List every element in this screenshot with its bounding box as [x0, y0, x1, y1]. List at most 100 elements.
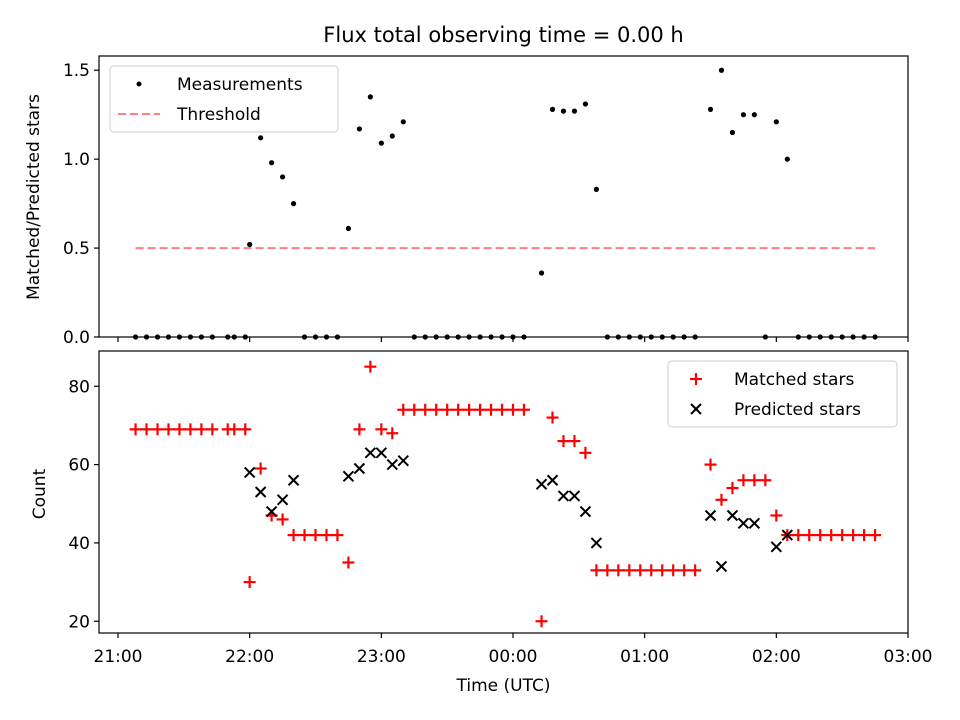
predicted-star-point	[748, 517, 761, 530]
matched-star-point	[678, 564, 691, 577]
matched-star-point	[397, 403, 410, 416]
top-series	[132, 67, 878, 340]
measurement-point	[817, 334, 823, 340]
measurement-point	[670, 334, 676, 340]
measurement-point	[389, 133, 395, 139]
measurement-point	[828, 334, 834, 340]
measurement-point	[247, 241, 253, 248]
measurement-point	[718, 67, 725, 73]
matched-star-point	[579, 446, 592, 459]
matched-star-point	[474, 403, 487, 416]
measurement-point	[400, 119, 406, 125]
matched-star-point	[239, 423, 252, 436]
measurement-point	[411, 334, 417, 340]
measurement-point	[165, 334, 172, 340]
measurement-point	[279, 174, 286, 180]
predicted-star-point	[353, 462, 366, 475]
measurement-point	[839, 334, 845, 340]
measurement-point	[488, 334, 494, 340]
predicted-star-point	[579, 505, 592, 518]
measurement-point	[659, 334, 665, 340]
measurement-point	[626, 334, 632, 340]
matched-star-point	[667, 564, 680, 577]
measurement-point	[560, 108, 567, 114]
measurement-point	[593, 186, 599, 192]
matched-star-point	[342, 556, 355, 569]
measurement-point	[422, 334, 428, 340]
measurement-point	[455, 334, 461, 340]
measurement-point	[729, 129, 736, 136]
predicted-star-point	[364, 447, 377, 459]
x-axis-label: Time (UTC)	[456, 676, 551, 696]
measurement-point	[198, 334, 204, 340]
predicted-star-point	[568, 490, 581, 502]
matched-star-point	[535, 615, 548, 628]
matched-star-point	[858, 529, 871, 542]
matched-star-point	[803, 529, 816, 542]
bottom-series	[129, 360, 882, 628]
legend-matched-marker	[690, 373, 702, 385]
matched-star-point	[517, 403, 530, 416]
matched-star-point	[546, 411, 559, 424]
matched-star-point	[254, 462, 267, 475]
matched-star-point	[825, 529, 838, 542]
matched-star-point	[496, 403, 509, 416]
predicted-star-point	[704, 509, 717, 522]
matched-star-point	[568, 435, 581, 448]
predicted-star-point	[557, 490, 570, 502]
predicted-star-point	[781, 529, 794, 541]
measurement-point	[681, 334, 687, 340]
measurement-point	[444, 334, 450, 340]
matched-star-point	[737, 474, 750, 487]
bottom-legend-box	[667, 360, 898, 428]
matched-star-point	[386, 427, 399, 440]
legend-measurements-label: Measurements	[177, 75, 303, 95]
measurement-point	[176, 334, 183, 340]
measurement-point	[637, 334, 643, 340]
matched-star-point	[759, 474, 772, 487]
measurement-point	[784, 156, 790, 162]
matched-star-point	[836, 529, 849, 542]
matched-star-point	[601, 564, 614, 577]
legend-predicted-marker	[690, 403, 702, 415]
measurement-point	[740, 112, 747, 118]
matched-star-point	[320, 529, 333, 542]
x-tick-label: 22:00	[225, 647, 274, 667]
matched-star-point	[228, 423, 241, 436]
matched-star-point	[726, 482, 739, 495]
predicted-star-point	[276, 494, 289, 506]
measurement-point	[301, 334, 308, 340]
matched-star-point	[309, 529, 322, 542]
top-y-tick-label: 0.5	[63, 239, 90, 259]
x-tick-label: 01:00	[620, 647, 669, 667]
matched-star-point	[375, 423, 388, 436]
measurement-point	[477, 334, 483, 340]
predicted-star-point	[546, 474, 559, 486]
matched-star-point	[814, 529, 827, 542]
matched-star-point	[276, 513, 289, 526]
measurement-point	[290, 201, 297, 207]
predicted-star-point	[397, 454, 409, 467]
bottom-y-tick-label: 40	[68, 534, 90, 554]
predicted-star-point	[287, 474, 300, 486]
top-legend-box	[109, 65, 339, 133]
legend-measurements-marker	[136, 81, 142, 87]
legend-matched-label: Matched stars	[734, 370, 854, 390]
bottom-y-axis-label: Count	[30, 468, 50, 519]
measurement-point	[154, 334, 161, 340]
measurement-point	[258, 135, 264, 141]
measurement-point	[604, 334, 610, 340]
predicted-star-point	[715, 560, 728, 573]
measurement-point	[615, 334, 621, 340]
predicted-star-point	[770, 541, 783, 553]
top-y-tick-label: 1.5	[63, 61, 90, 81]
matched-star-point	[162, 423, 175, 436]
predicted-star-point	[254, 486, 267, 498]
matched-star-point	[151, 423, 164, 436]
bottom-legend: Matched stars Predicted stars	[667, 360, 898, 428]
top-y-ticks: 0.0 0.5 1.0 1.5	[63, 61, 99, 348]
predicted-star-point	[243, 466, 256, 479]
top-y-tick-label: 0.0	[63, 328, 90, 348]
measurement-point	[225, 334, 231, 340]
